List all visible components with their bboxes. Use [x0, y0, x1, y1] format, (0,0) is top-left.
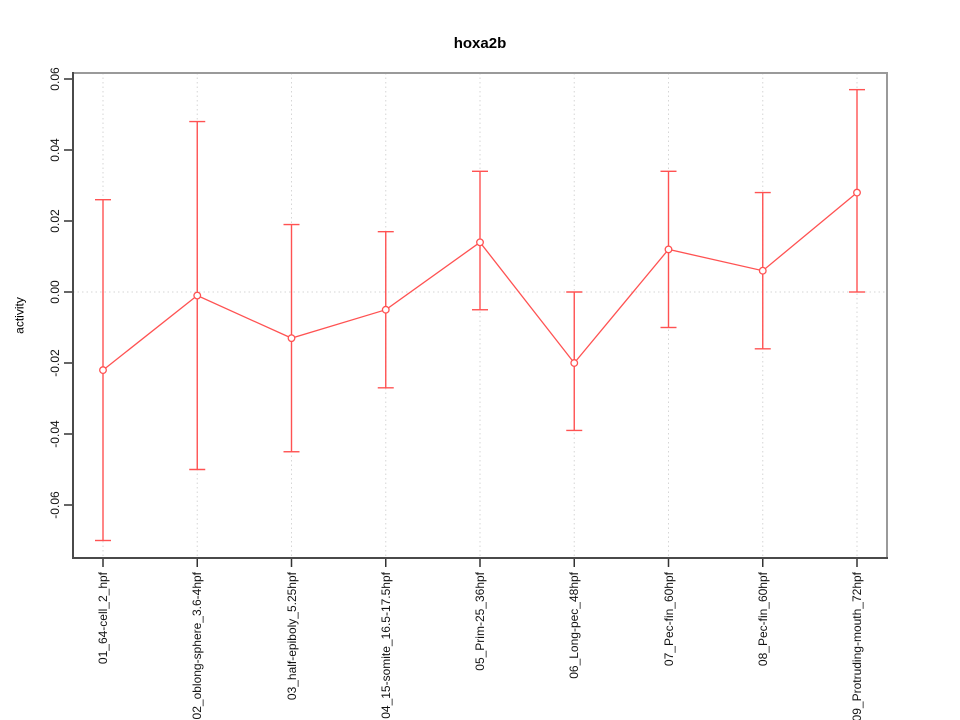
data-point-marker — [853, 188, 861, 197]
x-tick-label: 05_Prim-25_36hpf — [473, 572, 487, 671]
data-point-marker — [664, 245, 673, 254]
y-tick-label: 0.04 — [48, 138, 62, 162]
y-tick-label: -0.04 — [48, 420, 62, 448]
data-point-marker — [193, 291, 202, 300]
y-tick-label: -0.06 — [48, 491, 62, 519]
data-point-marker — [287, 334, 296, 343]
x-tick-label: 06_Long-pec_48hpf — [567, 572, 582, 679]
y-tick-label: 0.06 — [48, 67, 62, 91]
y-tick-label: 0.02 — [48, 209, 62, 233]
data-point-marker — [758, 266, 767, 275]
y-tick-label: 0.00 — [48, 280, 62, 304]
chart-title: hoxa2b — [453, 35, 507, 52]
data-point-marker — [381, 305, 390, 314]
x-tick-label: 01_64-cell_2_hpf — [96, 572, 110, 665]
x-tick-label: 08_Pec-fin_60hpf — [755, 572, 770, 667]
x-tick-label: 04_15-somite_16.5-17.5hpf — [378, 572, 393, 719]
data-point-marker — [99, 366, 107, 375]
y-axis-title: activity — [12, 297, 27, 334]
y-tick-label: -0.02 — [48, 349, 62, 377]
x-tick-label: 07_Pec-fin_60hpf — [661, 572, 676, 667]
data-point-marker — [476, 238, 484, 247]
data-point-marker — [570, 359, 579, 367]
x-tick-label: 03_half-epiboly_5.25hpf — [284, 572, 299, 701]
x-tick-label: 09_Protruding-mouth_72hpf — [850, 572, 864, 720]
x-tick-label: 02_oblong-sphere_3.6-4hpf — [190, 572, 205, 720]
